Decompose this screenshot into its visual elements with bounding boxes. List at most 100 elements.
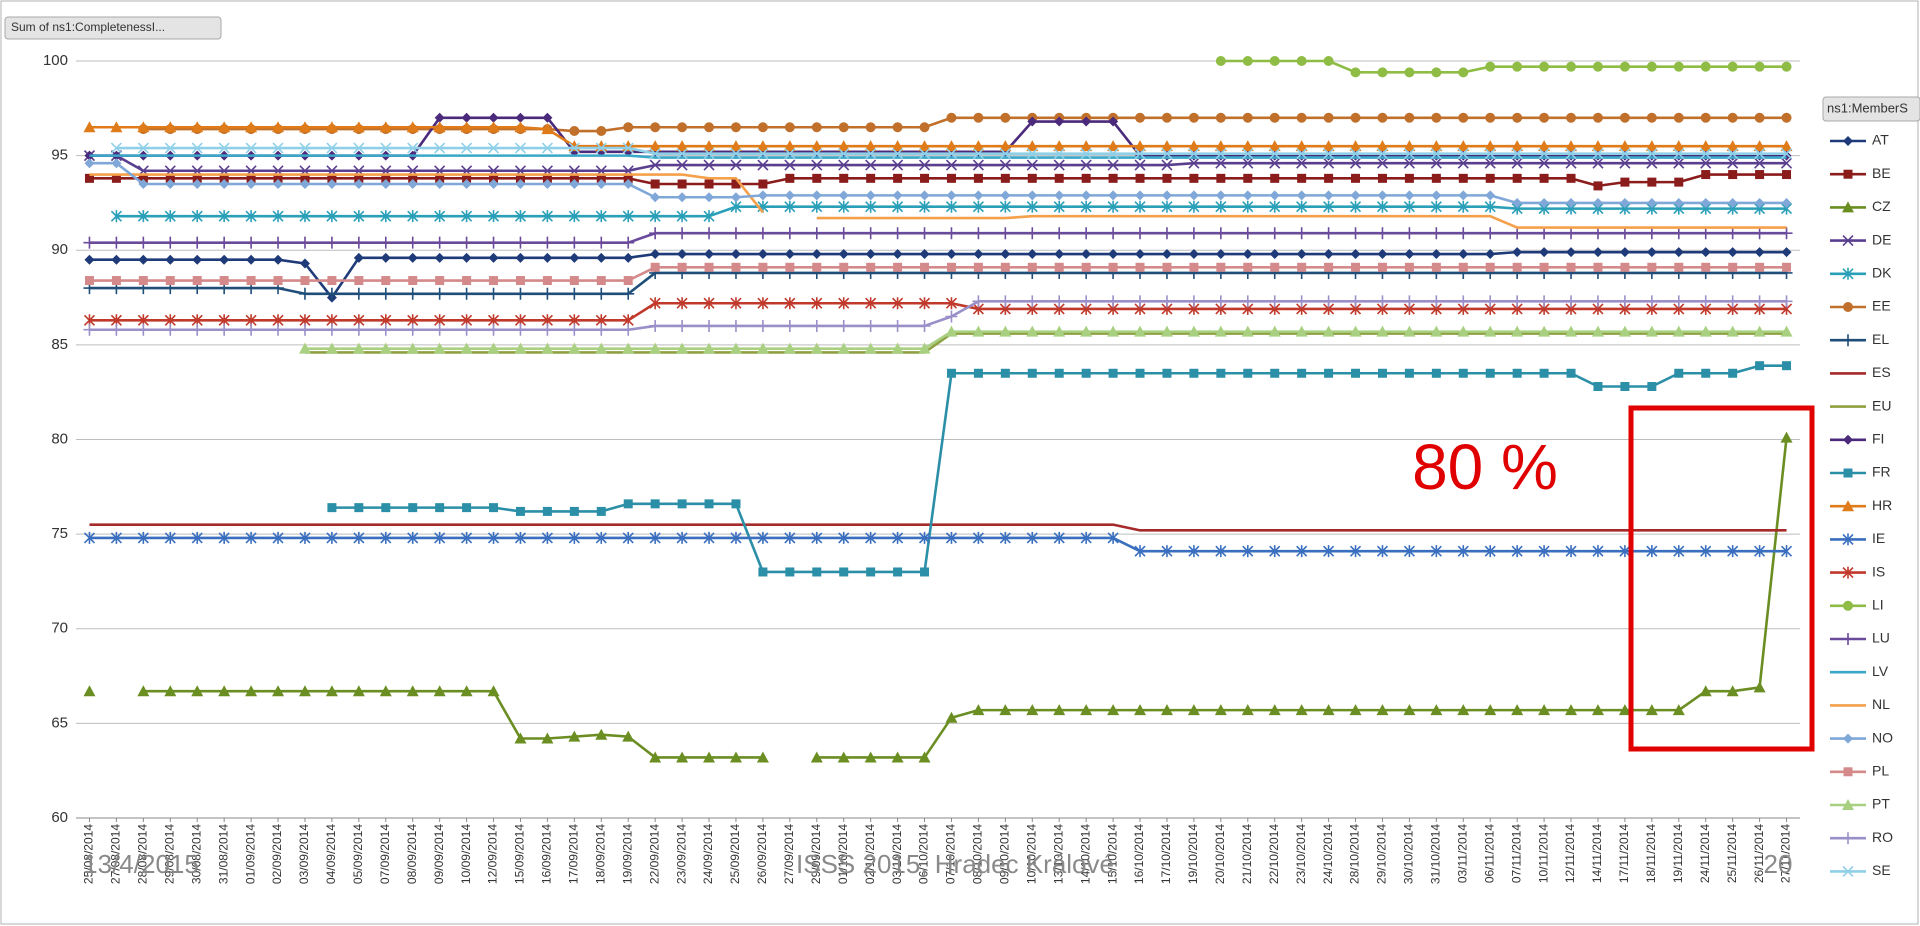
marker bbox=[1081, 249, 1092, 260]
marker bbox=[1754, 61, 1765, 72]
marker bbox=[703, 342, 716, 354]
x-tick-label: 18/09/2014 bbox=[593, 824, 607, 884]
marker bbox=[1538, 325, 1551, 337]
marker bbox=[1026, 159, 1038, 171]
marker bbox=[866, 567, 876, 577]
marker bbox=[1269, 200, 1281, 213]
marker bbox=[1457, 704, 1470, 716]
marker bbox=[406, 323, 419, 336]
legend-label: FI bbox=[1872, 431, 1884, 447]
marker bbox=[1188, 249, 1199, 260]
marker bbox=[758, 262, 768, 272]
marker bbox=[379, 121, 392, 133]
marker bbox=[1376, 200, 1389, 213]
field-button[interactable] bbox=[4, 16, 222, 40]
marker bbox=[731, 262, 741, 272]
marker bbox=[1054, 368, 1064, 378]
marker bbox=[1404, 67, 1415, 78]
marker bbox=[487, 531, 500, 544]
marker bbox=[704, 249, 715, 260]
marker bbox=[676, 159, 688, 171]
marker bbox=[299, 179, 310, 190]
marker bbox=[1458, 249, 1469, 260]
marker bbox=[1214, 325, 1227, 337]
marker bbox=[1753, 681, 1766, 693]
marker bbox=[783, 140, 796, 152]
marker bbox=[1296, 200, 1308, 213]
marker bbox=[1349, 157, 1362, 169]
marker bbox=[1349, 148, 1362, 160]
marker bbox=[649, 531, 661, 544]
marker bbox=[219, 173, 229, 183]
marker bbox=[1295, 140, 1308, 152]
marker bbox=[865, 159, 877, 171]
marker bbox=[1618, 140, 1631, 152]
marker bbox=[1842, 865, 1854, 877]
marker bbox=[999, 325, 1012, 337]
marker bbox=[865, 200, 877, 213]
marker bbox=[892, 159, 904, 171]
marker bbox=[1592, 545, 1604, 558]
marker bbox=[460, 121, 473, 133]
series bbox=[84, 158, 1792, 208]
marker bbox=[865, 297, 877, 310]
marker bbox=[972, 140, 985, 152]
marker bbox=[919, 249, 930, 260]
marker bbox=[1645, 704, 1658, 716]
marker bbox=[1323, 190, 1334, 201]
marker bbox=[1404, 249, 1415, 260]
marker bbox=[1241, 325, 1254, 337]
marker bbox=[892, 122, 903, 133]
marker bbox=[650, 179, 660, 189]
marker bbox=[1431, 368, 1441, 378]
legend-label: EU bbox=[1872, 397, 1891, 413]
marker bbox=[730, 159, 742, 171]
marker bbox=[1782, 170, 1792, 180]
marker bbox=[407, 252, 418, 263]
marker bbox=[1215, 157, 1227, 169]
marker bbox=[164, 236, 177, 249]
marker bbox=[811, 531, 823, 544]
marker bbox=[1323, 56, 1334, 66]
marker bbox=[1565, 227, 1578, 240]
marker bbox=[1269, 190, 1280, 201]
marker bbox=[946, 249, 957, 260]
marker bbox=[1538, 227, 1551, 240]
legend-label: DK bbox=[1872, 265, 1892, 281]
marker bbox=[756, 342, 769, 354]
x-tick-label: 28/10/2014 bbox=[1348, 824, 1362, 884]
marker bbox=[946, 173, 956, 183]
marker bbox=[784, 200, 796, 213]
marker bbox=[1160, 140, 1173, 152]
marker bbox=[1026, 200, 1038, 213]
marker bbox=[1242, 249, 1253, 260]
marker bbox=[1484, 704, 1497, 716]
marker bbox=[1080, 159, 1092, 171]
marker bbox=[865, 249, 876, 260]
marker bbox=[676, 227, 689, 240]
marker bbox=[1322, 704, 1335, 716]
marker bbox=[1134, 140, 1147, 152]
marker bbox=[1108, 368, 1118, 378]
marker bbox=[1322, 140, 1335, 152]
marker bbox=[1726, 140, 1739, 152]
marker bbox=[1000, 190, 1011, 201]
marker bbox=[1241, 704, 1254, 716]
marker bbox=[1618, 704, 1631, 716]
legend-title-box[interactable] bbox=[1822, 96, 1920, 122]
marker bbox=[1107, 148, 1119, 160]
marker bbox=[1699, 685, 1712, 697]
marker bbox=[1349, 200, 1362, 213]
marker bbox=[541, 236, 554, 249]
marker bbox=[1485, 249, 1496, 260]
marker bbox=[1592, 197, 1603, 208]
marker bbox=[649, 319, 662, 332]
marker bbox=[1026, 704, 1039, 716]
marker bbox=[731, 499, 741, 509]
marker bbox=[703, 319, 716, 332]
marker bbox=[1539, 173, 1549, 183]
marker bbox=[1027, 262, 1037, 272]
marker bbox=[1269, 157, 1281, 169]
marker bbox=[920, 567, 930, 577]
marker bbox=[1054, 116, 1065, 127]
